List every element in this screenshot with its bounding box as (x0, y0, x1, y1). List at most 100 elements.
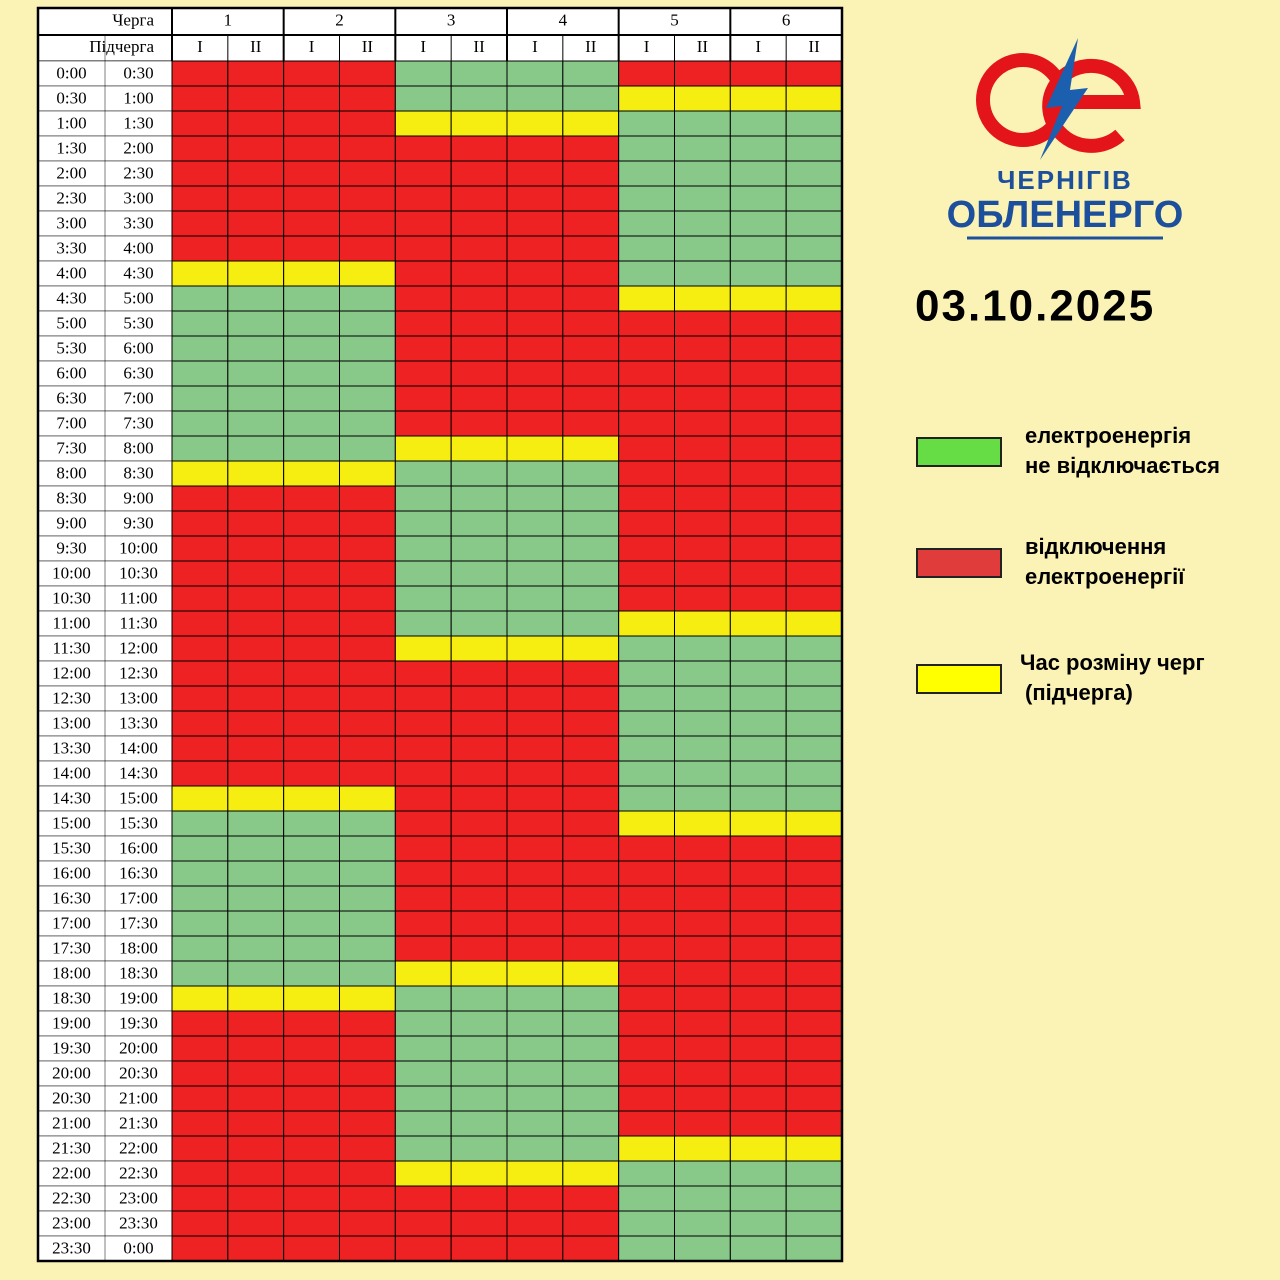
schedule-cell (450, 160, 508, 187)
schedule-cell (562, 860, 620, 887)
logo-line1: ЧЕРНІГІВ (997, 165, 1133, 195)
schedule-cell (171, 535, 229, 562)
schedule-cell (674, 385, 731, 412)
schedule-cell (785, 735, 843, 762)
schedule-cell (562, 1160, 620, 1187)
schedule-cell (618, 1060, 676, 1087)
schedule-cell (618, 585, 676, 612)
schedule-cell (394, 1035, 452, 1062)
time-from: 22:30 (52, 1188, 91, 1207)
schedule-cell (171, 1110, 229, 1137)
schedule-cell (339, 835, 396, 862)
schedule-cell (785, 635, 843, 662)
schedule-cell (785, 510, 843, 537)
schedule-cell (394, 510, 452, 537)
schedule-cell (227, 260, 285, 287)
schedule-cell (562, 685, 620, 712)
schedule-cell (171, 1185, 229, 1212)
time-to: 23:00 (119, 1188, 158, 1207)
time-from: 14:30 (52, 788, 91, 807)
subqueue-number: I (309, 37, 315, 56)
time-from: 19:00 (52, 1013, 91, 1032)
time-from: 17:30 (52, 938, 91, 957)
time-to: 6:00 (123, 338, 153, 357)
schedule-cell (394, 735, 452, 762)
schedule-cell (562, 610, 620, 637)
schedule-cell (506, 735, 564, 762)
schedule-cell (674, 735, 731, 762)
logo-bolt (1040, 38, 1088, 160)
schedule-cell (618, 1010, 676, 1037)
schedule-cell (674, 235, 731, 262)
schedule-cell (227, 610, 285, 637)
schedule-cell (339, 585, 396, 612)
schedule-cell (171, 1060, 229, 1087)
time-to: 22:00 (119, 1138, 158, 1157)
time-to: 13:00 (119, 688, 158, 707)
schedule-cell (339, 1010, 396, 1037)
time-to: 0:30 (123, 63, 153, 82)
schedule-cell (394, 1210, 452, 1237)
schedule-cell (618, 985, 676, 1012)
schedule-cell (339, 860, 396, 887)
time-from: 16:30 (52, 888, 91, 907)
time-to: 17:30 (119, 913, 158, 932)
time-to: 15:00 (119, 788, 158, 807)
schedule-cell (785, 135, 843, 162)
schedule-cell (562, 1185, 620, 1212)
schedule-cell (227, 885, 285, 912)
schedule-cell (227, 935, 285, 962)
schedule-cell (674, 710, 731, 737)
schedule-cell (562, 485, 620, 512)
schedule-cell (227, 185, 285, 212)
schedule-cell (283, 185, 340, 212)
schedule-cell (729, 1110, 787, 1137)
schedule-cell (339, 935, 396, 962)
schedule-cell (450, 660, 508, 687)
schedule-cell (394, 610, 452, 637)
schedule-cell (618, 685, 676, 712)
schedule-cell (785, 985, 843, 1012)
schedule-cell (394, 985, 452, 1012)
schedule-cell (506, 985, 564, 1012)
schedule-cell (506, 1035, 564, 1062)
time-from: 13:30 (52, 738, 91, 757)
schedule-cell (674, 785, 731, 812)
schedule-cell (171, 560, 229, 587)
schedule-cell (674, 1010, 731, 1037)
schedule-cell (618, 235, 676, 262)
schedule-cell (450, 760, 508, 787)
schedule-cell (450, 235, 508, 262)
schedule-cell (562, 1135, 620, 1162)
schedule-cell (283, 1060, 340, 1087)
schedule-cell (618, 1160, 676, 1187)
time-to: 9:30 (123, 513, 153, 532)
schedule-cell (171, 485, 229, 512)
schedule-cell (729, 1210, 787, 1237)
schedule-cell (227, 1235, 285, 1262)
time-from: 6:00 (56, 363, 86, 382)
schedule-cell (506, 760, 564, 787)
schedule-cell (394, 860, 452, 887)
schedule-cell (171, 135, 229, 162)
schedule-cell (618, 335, 676, 362)
schedule-cell (729, 560, 787, 587)
schedule-cell (674, 60, 731, 87)
schedule-cell (171, 460, 229, 487)
time-from: 18:00 (52, 963, 91, 982)
schedule-cell (339, 1060, 396, 1087)
schedule-cell (618, 535, 676, 562)
schedule-cell (450, 810, 508, 837)
schedule-cell (394, 660, 452, 687)
subqueue-number: I (420, 37, 426, 56)
schedule-cell (674, 1160, 731, 1187)
logo-e (1042, 58, 1141, 153)
schedule-cell (450, 60, 508, 87)
schedule-cell (562, 885, 620, 912)
schedule-cell (729, 485, 787, 512)
schedule-cell (618, 810, 676, 837)
schedule-cell (506, 685, 564, 712)
subqueue-number: II (362, 37, 374, 56)
schedule-cell (618, 360, 676, 387)
subqueue-number: II (808, 37, 820, 56)
